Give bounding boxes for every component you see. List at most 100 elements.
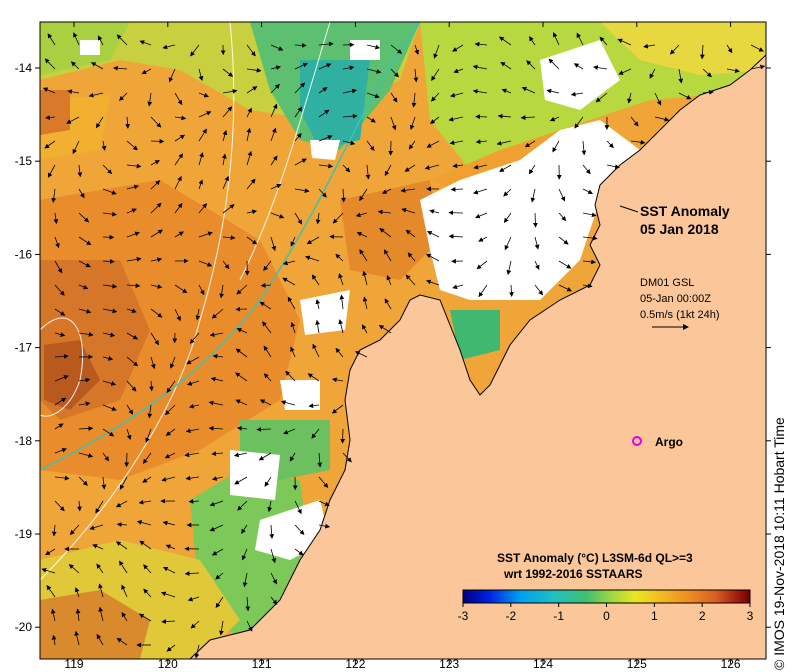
current-arrow xyxy=(237,500,248,511)
current-arrow xyxy=(215,572,224,580)
current-arrow xyxy=(166,644,176,652)
current-arrow xyxy=(595,92,608,103)
current-arrow xyxy=(582,235,598,241)
current-arrow xyxy=(222,68,234,77)
current-model-label: DM01 GSL xyxy=(640,277,694,289)
x-tick-label: 126 xyxy=(721,657,741,671)
current-arrow xyxy=(115,541,128,550)
current-arrow xyxy=(150,356,156,370)
current-arrow xyxy=(221,153,227,166)
current-arrow xyxy=(166,380,176,393)
colorbar-tick-label: -3 xyxy=(458,609,469,623)
current-arrow xyxy=(47,33,56,46)
current-arrow xyxy=(72,140,80,155)
current-arrow xyxy=(215,596,224,609)
current-arrow xyxy=(51,188,57,203)
current-arrow xyxy=(558,260,572,269)
current-arrow xyxy=(102,164,113,175)
current-arrow xyxy=(474,41,488,47)
current-arrow xyxy=(503,212,512,224)
argo-label: Argo xyxy=(655,435,683,449)
current-arrow xyxy=(429,116,440,124)
current-arrow xyxy=(198,152,204,166)
current-arrow xyxy=(378,324,392,334)
current-arrow xyxy=(342,164,351,173)
current-arrow xyxy=(552,32,560,46)
current-arrow xyxy=(289,452,296,462)
current-arrow xyxy=(51,634,57,646)
current-arrow xyxy=(136,520,152,526)
current-arrow xyxy=(390,68,399,78)
current-arrow xyxy=(150,284,163,289)
current-arrow xyxy=(211,476,224,481)
current-arrow xyxy=(241,548,248,561)
current-arrow xyxy=(311,428,320,439)
current-arrow xyxy=(285,370,296,382)
current-arrow xyxy=(145,428,152,443)
current-arrow xyxy=(44,140,56,149)
current-arrow xyxy=(270,236,277,252)
current-arrow xyxy=(342,452,352,463)
current-arrow xyxy=(339,294,345,310)
current-arrow xyxy=(558,212,567,222)
current-arrow xyxy=(222,88,238,94)
current-arrow xyxy=(582,164,591,175)
current-arrow xyxy=(126,208,137,214)
current-arrow xyxy=(530,188,536,203)
current-arrow xyxy=(426,231,440,238)
current-arrow xyxy=(198,203,208,214)
plot-frame xyxy=(39,21,767,660)
current-arrow xyxy=(259,301,272,310)
current-arrow xyxy=(500,61,512,70)
current-arrow xyxy=(46,585,56,598)
current-arrow xyxy=(533,212,538,228)
current-arrow xyxy=(90,62,104,70)
current-arrow xyxy=(307,373,320,382)
current-arrow xyxy=(750,64,766,70)
current-arrow xyxy=(331,377,344,383)
current-arrow xyxy=(318,87,328,94)
current-arrow xyxy=(198,231,213,238)
title-line-2: 05 Jan 2018 xyxy=(640,221,719,237)
current-arrow xyxy=(235,399,248,406)
current-arrow xyxy=(294,82,306,94)
current-arrow xyxy=(520,115,536,120)
current-arrow xyxy=(184,452,200,458)
current-arrow xyxy=(581,140,587,156)
current-arrow xyxy=(405,274,416,286)
current-arrow xyxy=(448,116,464,122)
current-arrow xyxy=(78,452,94,458)
current-arrow xyxy=(126,283,141,289)
current-arrow xyxy=(246,150,253,166)
current-arrow xyxy=(78,260,91,268)
current-arrow xyxy=(246,620,253,632)
current-arrow xyxy=(54,284,65,296)
current-arrow xyxy=(211,548,224,556)
current-arrow xyxy=(669,44,680,55)
current-arrow xyxy=(496,140,512,146)
current-arrow xyxy=(211,308,224,319)
current-arrow xyxy=(452,284,464,290)
current-arrow xyxy=(73,32,80,46)
current-arrow xyxy=(241,524,248,534)
current-arrow xyxy=(306,236,320,245)
current-arrow xyxy=(452,44,464,52)
current-arrow xyxy=(53,212,59,225)
current-arrow xyxy=(263,345,272,358)
current-arrow xyxy=(549,116,560,122)
current-arrow xyxy=(143,564,152,574)
current-arrow xyxy=(95,116,104,129)
current-arrow xyxy=(270,155,278,166)
current-arrow xyxy=(606,140,614,149)
current-arrow xyxy=(67,89,80,95)
current-arrow xyxy=(150,257,163,263)
current-arrow xyxy=(236,328,248,334)
current-arrow xyxy=(242,572,248,588)
current-arrow xyxy=(453,68,464,74)
current-arrow xyxy=(208,400,224,406)
current-arrow xyxy=(582,188,594,194)
current-arrow xyxy=(294,158,307,166)
current-arrow xyxy=(425,253,440,262)
current-arrow xyxy=(338,319,344,334)
current-arrow xyxy=(366,44,381,50)
